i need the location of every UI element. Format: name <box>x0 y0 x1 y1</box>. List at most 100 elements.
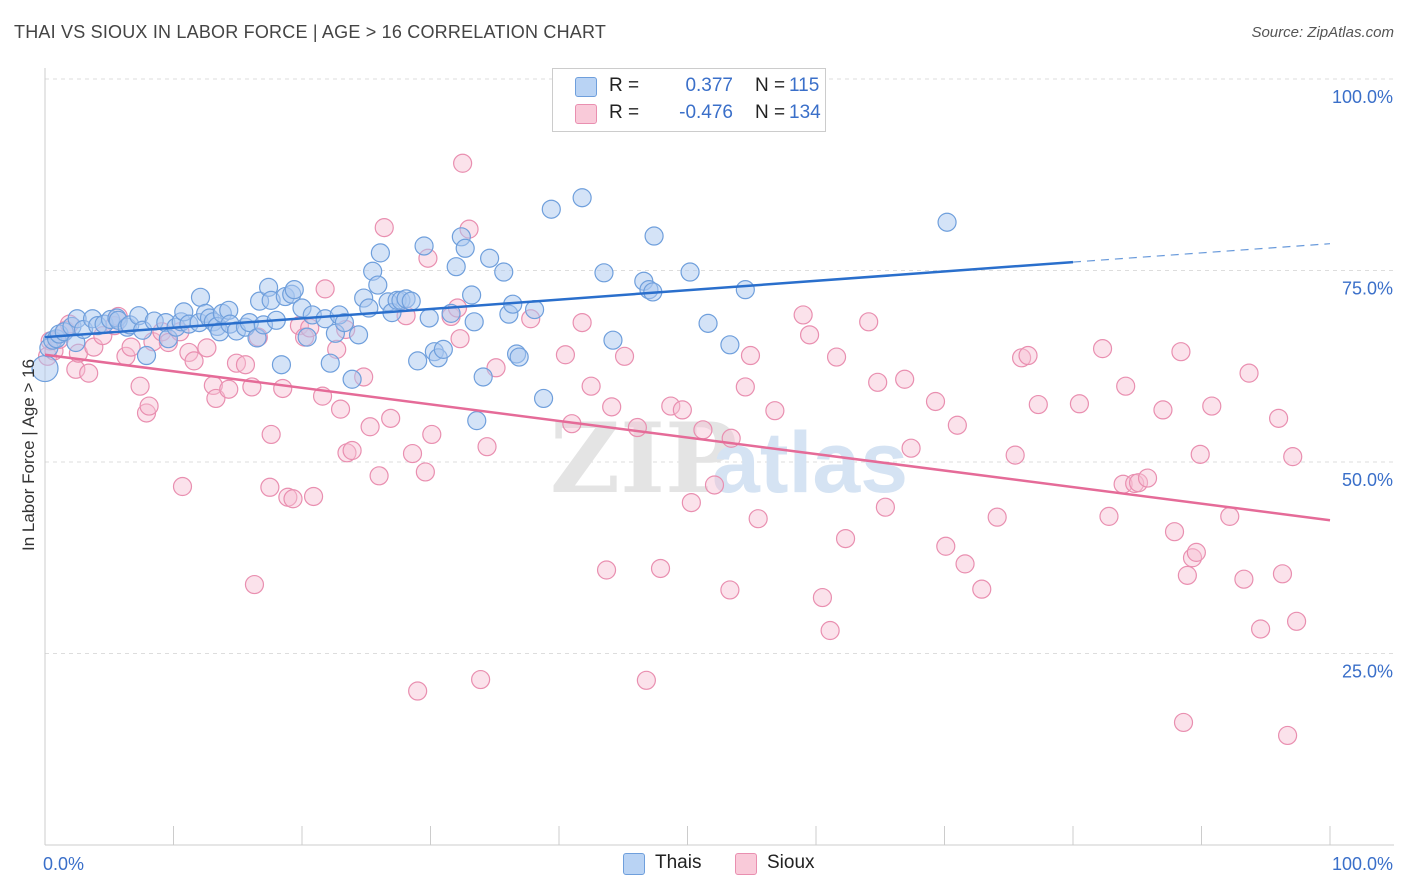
chart-title: THAI VS SIOUX IN LABOR FORCE | AGE > 16 … <box>14 22 607 42</box>
sioux-point <box>740 345 761 366</box>
sioux-point <box>422 424 442 445</box>
sioux-point <box>820 620 840 641</box>
thais-point <box>533 388 554 409</box>
thais-point <box>284 280 304 300</box>
sioux-point <box>672 400 692 420</box>
sioux-point <box>1277 725 1298 746</box>
sioux-point <box>925 391 946 412</box>
sioux-point <box>859 312 879 332</box>
y-tick-label: 50.0% <box>1342 470 1393 490</box>
sioux-point <box>955 554 975 574</box>
sioux-point <box>947 415 967 435</box>
legend-r-label: R = <box>609 75 640 96</box>
thais-point <box>419 308 439 328</box>
watermark-atlas: atlas <box>712 415 908 511</box>
thais-point <box>524 299 545 320</box>
sioux-point <box>360 417 380 437</box>
x-tick-label: 0.0% <box>43 854 84 874</box>
sioux-swatch <box>735 853 757 875</box>
thais-point <box>297 327 317 347</box>
sioux-point <box>1190 444 1210 464</box>
thais-point <box>480 248 500 268</box>
axes <box>44 68 1394 846</box>
legend-r-value: 0.377 <box>685 75 733 96</box>
sioux-point <box>1186 542 1206 562</box>
sioux-swatch <box>575 104 597 124</box>
thais-point <box>320 353 340 373</box>
sioux-point <box>936 536 956 556</box>
thais-trend-extension <box>1072 243 1331 263</box>
thais-point <box>414 236 434 256</box>
thais-point <box>334 312 355 333</box>
sioux-point <box>1272 564 1293 584</box>
sioux-point <box>1268 408 1289 428</box>
thais-point <box>698 313 718 333</box>
sioux-point <box>1171 342 1191 362</box>
sioux-point <box>868 372 888 392</box>
legend-r-label: R = <box>609 102 640 123</box>
sioux-point <box>1234 569 1254 589</box>
sioux-point <box>1137 468 1158 488</box>
thais-points <box>31 188 957 431</box>
sioux-point <box>987 507 1007 527</box>
thais-swatch <box>623 853 645 875</box>
sioux-point <box>1028 394 1048 415</box>
thais-point <box>680 262 700 282</box>
sioux-point <box>402 443 423 464</box>
sioux-point <box>260 477 280 497</box>
thais-point <box>720 335 740 355</box>
sioux-point <box>1177 565 1197 585</box>
sioux-point <box>1251 619 1271 639</box>
thais-point <box>190 287 211 307</box>
y-tick-label: 100.0% <box>1332 87 1393 107</box>
sioux-point <box>79 363 99 383</box>
thais-point <box>473 367 493 387</box>
legend-n-label: N = <box>755 102 786 123</box>
thais-point <box>455 238 475 258</box>
sioux-point <box>121 337 141 357</box>
sioux-point <box>450 329 470 349</box>
sioux-point <box>219 379 239 399</box>
sioux-point <box>172 476 193 497</box>
thais-trend-line <box>44 260 1074 339</box>
sioux-point <box>602 397 622 417</box>
sioux-point <box>184 351 204 371</box>
thais-point <box>408 351 428 371</box>
sioux-point <box>1283 447 1303 467</box>
thais-point <box>462 285 482 305</box>
sioux-point <box>720 580 740 600</box>
sioux-point <box>342 440 362 461</box>
thais-point <box>735 280 755 300</box>
sioux-legend-label: Sioux <box>767 852 815 873</box>
sioux-point <box>765 401 785 421</box>
sioux-point <box>972 579 992 599</box>
sioux-trend-line <box>44 353 1331 522</box>
sioux-point <box>735 377 755 397</box>
sioux-point <box>315 279 335 299</box>
sioux-point <box>650 558 671 579</box>
sioux-point <box>704 475 725 495</box>
sioux-point <box>793 305 813 325</box>
sioux-point <box>1099 506 1119 526</box>
sioux-point <box>471 669 491 690</box>
correlation-legend: R = 0.377 N = 115 R = -0.476 N = 134 <box>552 68 826 132</box>
y-axis-label: In Labor Force | Age > 16 <box>19 359 38 551</box>
sioux-point <box>408 681 428 701</box>
sioux-point <box>273 378 293 399</box>
sioux-point <box>369 466 389 486</box>
sioux-point <box>799 325 820 345</box>
legend-n-value: 115 <box>789 75 820 96</box>
thais-swatch <box>575 77 597 97</box>
sioux-point <box>826 347 847 367</box>
sioux-point <box>197 338 217 358</box>
sioux-point <box>555 345 576 365</box>
sioux-point <box>66 359 86 379</box>
thais-point <box>467 411 487 431</box>
thais-point <box>644 226 664 246</box>
thais-point <box>541 199 561 219</box>
thais-point <box>446 257 466 277</box>
sioux-point <box>453 153 473 173</box>
thais-point <box>433 339 453 359</box>
sioux-point <box>835 528 856 549</box>
thais-point <box>401 291 421 311</box>
